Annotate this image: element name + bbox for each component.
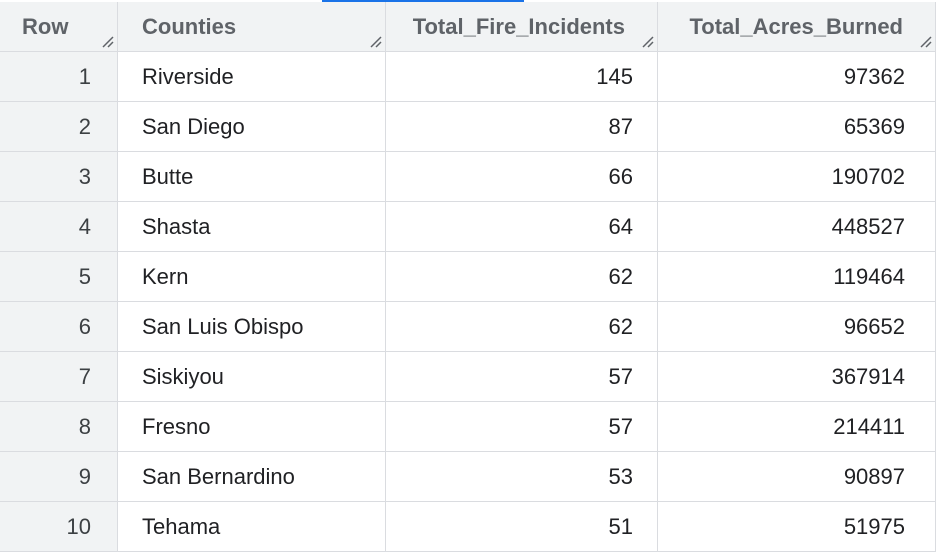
acres-burned-cell[interactable]: 214411 xyxy=(658,402,936,452)
row-number: 6 xyxy=(0,302,118,352)
acres-burned-cell[interactable]: 65369 xyxy=(658,102,936,152)
fire-incidents-cell[interactable]: 145 xyxy=(386,52,658,102)
county-cell[interactable]: Riverside xyxy=(118,52,386,102)
acres-burned-cell[interactable]: 448527 xyxy=(658,202,936,252)
row-number: 4 xyxy=(0,202,118,252)
fire-incidents-cell[interactable]: 51 xyxy=(386,502,658,552)
fire-incidents-cell[interactable]: 57 xyxy=(386,402,658,452)
column-header-label: Total_Fire_Incidents xyxy=(412,13,625,39)
acres-burned-cell[interactable]: 367914 xyxy=(658,352,936,402)
column-header-total-fire-incidents[interactable]: Total_Fire_Incidents xyxy=(386,2,658,52)
fire-incidents-cell[interactable]: 57 xyxy=(386,352,658,402)
acres-burned-cell[interactable]: 119464 xyxy=(658,252,936,302)
row-number: 1 xyxy=(0,52,118,102)
column-header-counties[interactable]: Counties xyxy=(118,2,386,52)
row-number: 9 xyxy=(0,452,118,502)
resize-handle-icon[interactable] xyxy=(640,34,654,48)
county-cell[interactable]: San Luis Obispo xyxy=(118,302,386,352)
fire-incidents-cell[interactable]: 66 xyxy=(386,152,658,202)
county-cell[interactable]: Fresno xyxy=(118,402,386,452)
acres-burned-cell[interactable]: 96652 xyxy=(658,302,936,352)
county-cell[interactable]: San Diego xyxy=(118,102,386,152)
row-number: 10 xyxy=(0,502,118,552)
county-cell[interactable]: Siskiyou xyxy=(118,352,386,402)
county-cell[interactable]: Tehama xyxy=(118,502,386,552)
resize-handle-icon[interactable] xyxy=(368,34,382,48)
resize-handle-icon[interactable] xyxy=(100,34,114,48)
county-cell[interactable]: Butte xyxy=(118,152,386,202)
row-number: 3 xyxy=(0,152,118,202)
acres-burned-cell[interactable]: 190702 xyxy=(658,152,936,202)
fire-incidents-cell[interactable]: 62 xyxy=(386,302,658,352)
column-header-row[interactable]: Row xyxy=(0,2,118,52)
column-header-label: Counties xyxy=(142,13,237,39)
fire-incidents-cell[interactable]: 64 xyxy=(386,202,658,252)
column-header-label: Row xyxy=(22,13,69,39)
row-number: 7 xyxy=(0,352,118,402)
county-cell[interactable]: San Bernardino xyxy=(118,452,386,502)
acres-burned-cell[interactable]: 97362 xyxy=(658,52,936,102)
county-cell[interactable]: Kern xyxy=(118,252,386,302)
acres-burned-cell[interactable]: 51975 xyxy=(658,502,936,552)
fire-incidents-cell[interactable]: 87 xyxy=(386,102,658,152)
row-number: 5 xyxy=(0,252,118,302)
row-number: 2 xyxy=(0,102,118,152)
row-number: 8 xyxy=(0,402,118,452)
column-header-label: Total_Acres_Burned xyxy=(689,13,903,39)
fire-incidents-cell[interactable]: 62 xyxy=(386,252,658,302)
active-tab-indicator xyxy=(322,0,524,2)
county-cell[interactable]: Shasta xyxy=(118,202,386,252)
fire-incidents-cell[interactable]: 53 xyxy=(386,452,658,502)
column-header-total-acres-burned[interactable]: Total_Acres_Burned xyxy=(658,2,936,52)
resize-handle-icon[interactable] xyxy=(918,34,932,48)
acres-burned-cell[interactable]: 90897 xyxy=(658,452,936,502)
